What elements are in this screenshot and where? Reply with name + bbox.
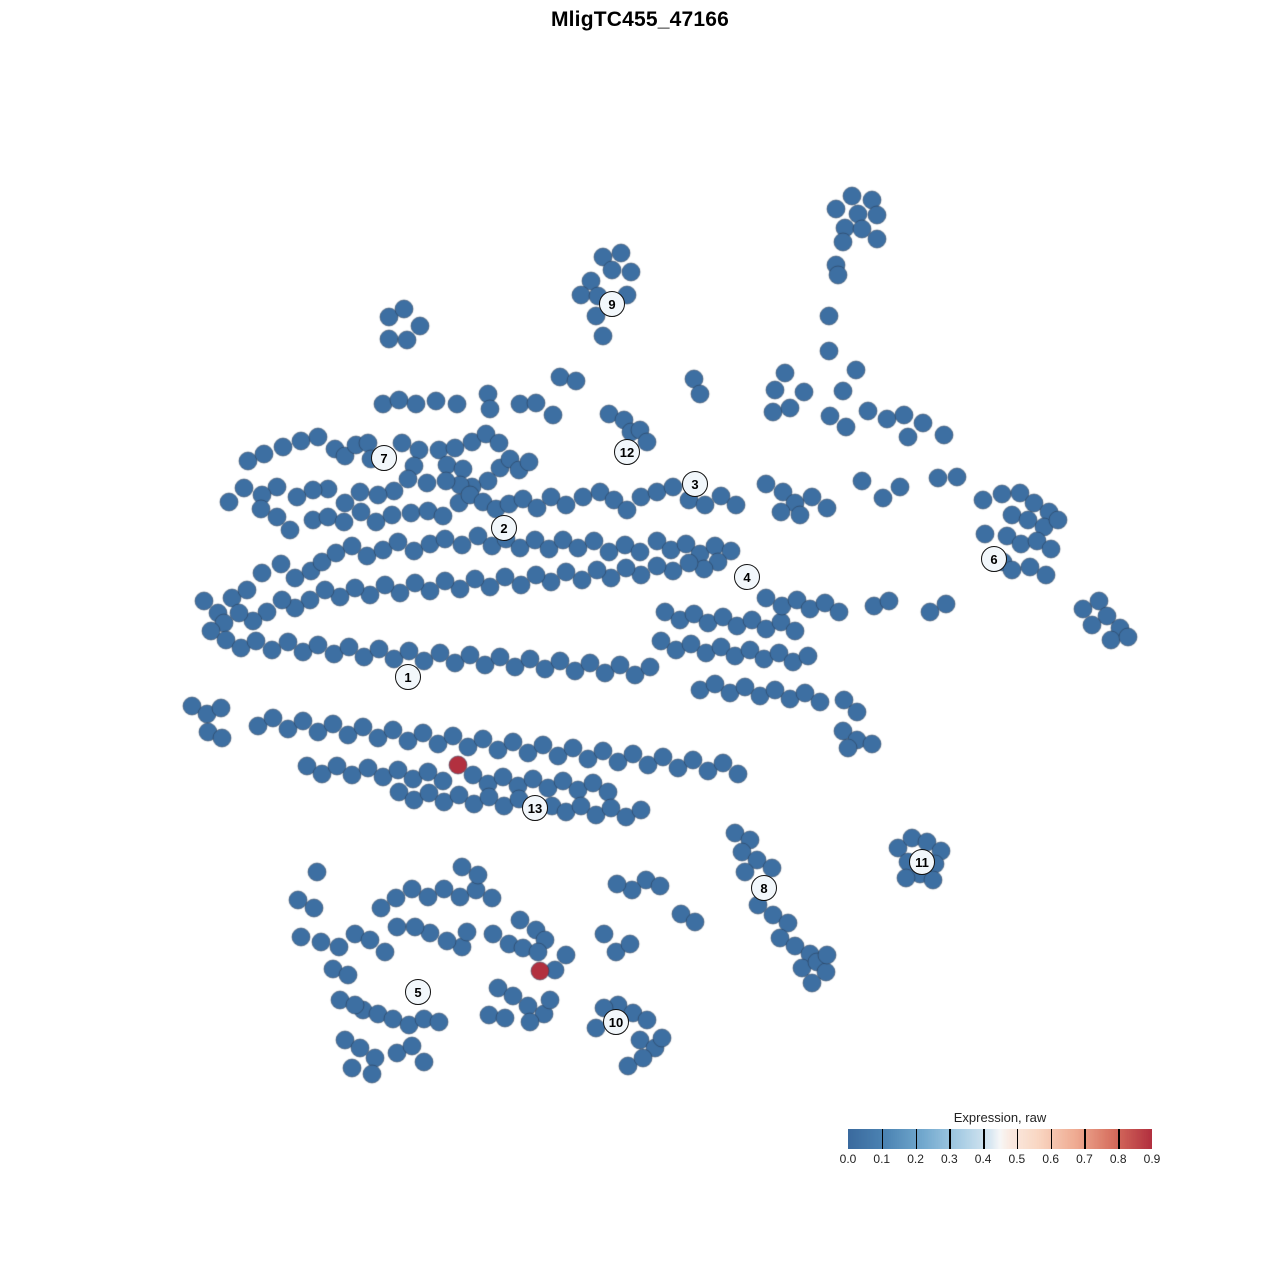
colorbar-gradient — [848, 1129, 1152, 1149]
colorbar-tick-0.3 — [949, 1129, 951, 1149]
cluster-label-5[interactable]: 5 — [405, 979, 431, 1005]
colorbar-tick-label-0.9: 0.9 — [1143, 1152, 1161, 1166]
colorbar-tick-label-0.6: 0.6 — [1042, 1152, 1059, 1166]
cluster-label-7[interactable]: 7 — [371, 445, 397, 471]
cluster-label-13[interactable]: 13 — [522, 795, 548, 821]
cluster-label-8[interactable]: 8 — [751, 875, 777, 901]
colorbar-tick-label-0.1: 0.1 — [873, 1152, 891, 1166]
colorbar-tick-label-0.2: 0.2 — [907, 1152, 924, 1166]
cluster-label-text: 9 — [608, 296, 616, 312]
colorbar-tick-label-0.5: 0.5 — [1008, 1152, 1026, 1166]
cluster-label-text: 2 — [500, 520, 508, 536]
cluster-label-11[interactable]: 11 — [909, 849, 935, 875]
cluster-label-text: 11 — [915, 854, 929, 870]
cluster-label-9[interactable]: 9 — [599, 291, 625, 317]
cluster-label-2[interactable]: 2 — [491, 515, 517, 541]
cluster-label-12[interactable]: 12 — [614, 439, 640, 465]
cluster-label-text: 12 — [619, 444, 635, 460]
colorbar-bar-wrap — [848, 1129, 1152, 1149]
cluster-label-6[interactable]: 6 — [981, 546, 1007, 572]
colorbar-tick-label-0.4: 0.4 — [974, 1152, 992, 1166]
cluster-label-text: 1 — [404, 669, 412, 685]
cluster-label-text: 7 — [380, 450, 388, 466]
cluster-label-text: 13 — [527, 800, 543, 816]
colorbar-tick-0.1 — [881, 1129, 884, 1149]
colorbar-legend: Expression, raw 0.0 0.1 0.2 0.3 0.4 0.5 0.6 0.7… — [840, 1110, 1161, 1170]
colorbar-tick-0.6 — [1050, 1129, 1053, 1149]
colorbar-tick-0.2 — [915, 1129, 917, 1149]
colorbar-tick-label-0.0: 0.0 — [839, 1152, 857, 1166]
cluster-label-text: 5 — [414, 984, 422, 1000]
cluster-label-text: 3 — [691, 476, 699, 492]
cluster-label-1[interactable]: 1 — [395, 664, 421, 690]
colorbar-tick-0.4 — [983, 1129, 985, 1149]
cluster-label-text: 4 — [743, 569, 751, 585]
colorbar-tick-labels: 0.0 0.1 0.2 0.3 0.4 0.5 0.6 0.7 0.8 0.9 — [840, 1152, 1161, 1170]
cluster-label-10[interactable]: 10 — [603, 1009, 629, 1035]
colorbar-tick-label-0.7: 0.7 — [1076, 1152, 1093, 1166]
colorbar-title: Expression, raw — [953, 1110, 1047, 1125]
cluster-label-3[interactable]: 3 — [682, 471, 708, 497]
colorbar-tick-label-0.8: 0.8 — [1109, 1152, 1127, 1166]
cluster-label-text: 8 — [760, 880, 768, 896]
colorbar-tick-0.8 — [1118, 1129, 1120, 1149]
colorbar-tick-0.7 — [1084, 1129, 1086, 1149]
colorbar-tick-label-0.3: 0.3 — [940, 1152, 958, 1166]
cluster-label-text: 10 — [608, 1014, 624, 1030]
colorbar-tick-0.5 — [1016, 1129, 1019, 1149]
cluster-label-text: 6 — [990, 551, 998, 567]
cluster-label-4[interactable]: 4 — [734, 564, 760, 590]
